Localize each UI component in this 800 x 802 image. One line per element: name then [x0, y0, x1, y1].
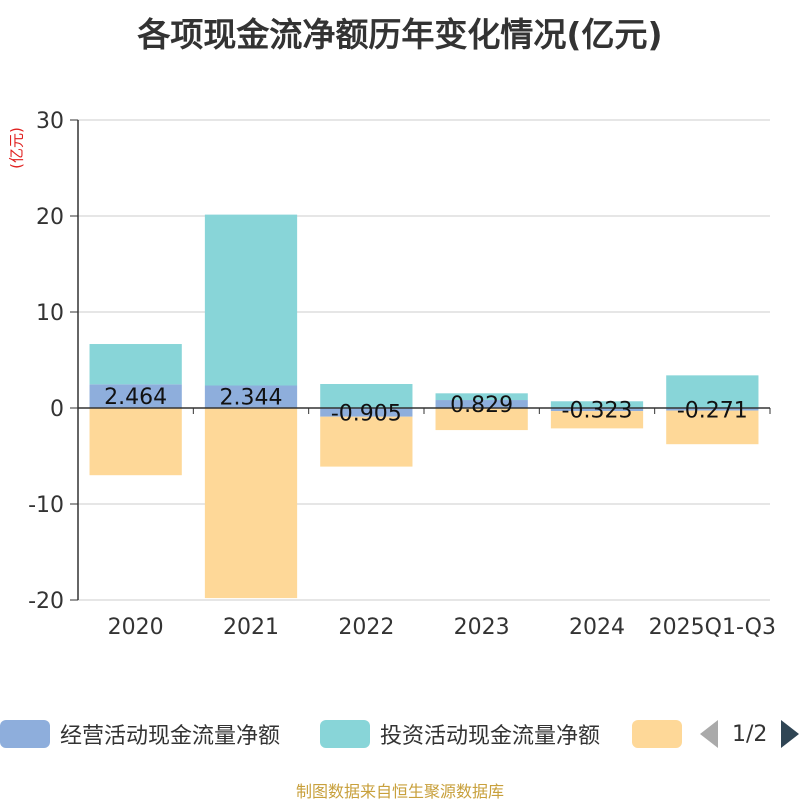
x-tick-label: 2022: [338, 615, 394, 640]
y-tick-label: -20: [28, 589, 64, 614]
legend-item-financing[interactable]: [632, 716, 682, 752]
data-labels: 2.464 2.344 -0.905 0.829 -0.323 -0.271: [104, 385, 748, 426]
grid-lines: [78, 119, 770, 601]
bar-series0-4[interactable]: [550, 408, 644, 412]
data-label: 0.829: [450, 393, 513, 418]
legend: 经营活动现金流量净额 投资活动现金流量净额: [0, 716, 800, 756]
chart-title: 各项现金流净额历年变化情况(亿元): [137, 15, 663, 54]
y-tick-label: 30: [36, 109, 64, 134]
x-tick-label: 2020: [108, 615, 164, 640]
x-tick-label: 2024: [569, 615, 625, 640]
legend-swatch-operating: [0, 720, 50, 748]
data-label: -0.323: [562, 399, 633, 424]
source-note: 制图数据来自恒生聚源数据库: [295, 782, 504, 801]
bar-series1-4[interactable]: [550, 401, 644, 408]
y-tick-label: 20: [36, 205, 64, 230]
bar-series1-0[interactable]: [89, 344, 182, 385]
bars: [89, 214, 759, 599]
axes: 30 20 10 0 -10 -20 2020 2021 2022 2023 2024 2025Q1-…: [28, 109, 776, 640]
bar-series1-2[interactable]: [320, 384, 413, 408]
bar-series0-3[interactable]: [435, 400, 528, 408]
legend-item-investing[interactable]: 投资活动现金流量净额: [320, 716, 600, 752]
page-indicator: 1/2: [732, 721, 768, 747]
legend-label-investing: 投资活动现金流量净额: [380, 724, 601, 749]
y-tick-label: -10: [28, 493, 64, 518]
prev-page-icon[interactable]: [700, 720, 718, 748]
y-tick-label: 10: [36, 301, 64, 326]
data-label: -0.271: [677, 398, 748, 423]
data-label: 2.464: [104, 385, 167, 410]
bar-series1-5[interactable]: [666, 375, 759, 408]
legend-swatch-financing: [632, 720, 682, 748]
legend-label-operating: 经营活动现金流量净额: [60, 724, 281, 749]
bar-series2-4[interactable]: [550, 411, 644, 429]
data-label: -0.905: [331, 401, 402, 426]
bar-series2-0[interactable]: [89, 408, 182, 476]
bar-series0-2[interactable]: [320, 408, 413, 417]
cash-flow-chart: 30 20 10 0 -10 -20 2020 2021 2022 2023 2024 2025Q1-…: [28, 109, 776, 640]
bar-series0-1[interactable]: [204, 385, 298, 408]
bar-series2-5[interactable]: [666, 410, 759, 445]
bar-series2-1[interactable]: [204, 408, 298, 599]
bar-series0-5[interactable]: [666, 408, 759, 411]
legend-pager: 1/2: [700, 716, 800, 752]
x-tick-label: 2025Q1-Q3: [649, 615, 776, 640]
data-label: 2.344: [220, 386, 283, 411]
legend-swatch-investing: [320, 720, 370, 748]
y-tick-label: 0: [50, 397, 64, 422]
bar-series2-2[interactable]: [320, 416, 413, 467]
x-tick-label: 2021: [223, 615, 279, 640]
bar-series1-3[interactable]: [435, 393, 528, 401]
next-page-icon[interactable]: [781, 720, 800, 748]
bar-series2-3[interactable]: [435, 408, 528, 431]
legend-item-operating[interactable]: 经营活动现金流量净额: [0, 716, 280, 752]
bar-series0-0[interactable]: [89, 384, 182, 408]
x-tick-label: 2023: [454, 615, 510, 640]
bar-series1-1[interactable]: [204, 214, 298, 386]
